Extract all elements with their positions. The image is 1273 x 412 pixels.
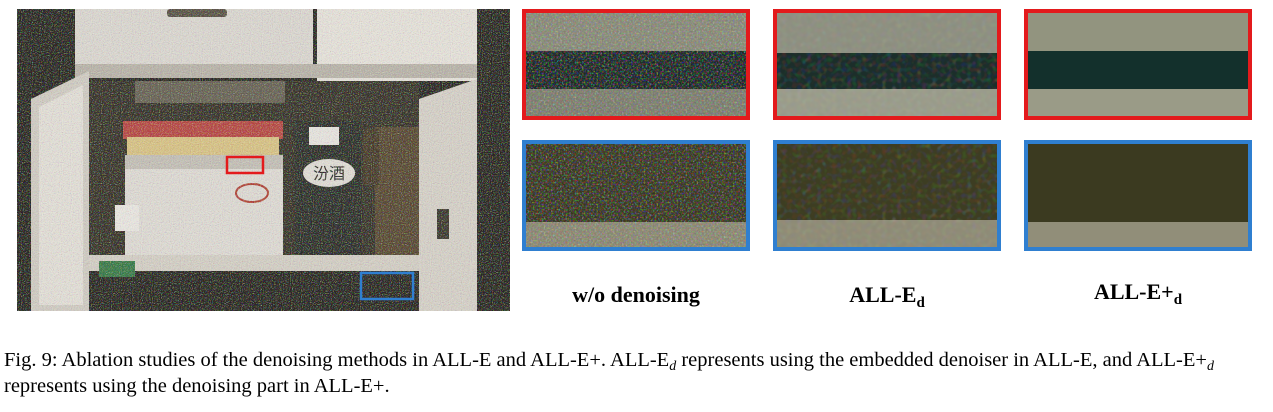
blue-roi-box: [359, 271, 415, 301]
label-all-e-d-text: ALL-E: [849, 282, 917, 307]
label-all-e-d: ALL-Ed: [767, 282, 1007, 312]
crop-blue-all-e-d: [773, 140, 1001, 251]
caption-part-2: represents using the embedded denoiser i…: [676, 349, 1207, 371]
label-all-e-plus-d: ALL-E+d: [1018, 279, 1258, 309]
caption-part-1: Fig. 9: Ablation studies of the denoisin…: [4, 349, 670, 371]
label-wo-denoising: w/o denoising: [516, 282, 756, 308]
crop-blue-all-e-plus-d: [1024, 140, 1252, 251]
caption-part-3: represents using the denoising part in A…: [4, 375, 390, 397]
caption-sub-1: d: [669, 359, 677, 374]
wine-box-text: 汾酒: [313, 164, 345, 183]
label-all-e-d-sub: d: [916, 295, 925, 311]
crop-red-all-e-d: [773, 9, 1001, 120]
red-roi-box: [225, 155, 265, 175]
crop-blue-wo-denoising: [522, 140, 750, 251]
main-photo: 汾酒: [17, 9, 510, 311]
label-all-e-plus-d-text: ALL-E+: [1093, 279, 1174, 304]
crop-red-wo-denoising: [522, 9, 750, 120]
caption-sub-2: d: [1206, 359, 1214, 374]
figure-caption: Fig. 9: Ablation studies of the denoisin…: [4, 347, 1270, 399]
label-all-e-plus-d-sub: d: [1173, 292, 1183, 308]
crop-red-all-e-plus-d: [1024, 9, 1252, 120]
label-wo-denoising-text: w/o denoising: [572, 282, 700, 307]
